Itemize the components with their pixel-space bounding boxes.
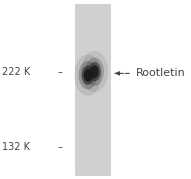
Ellipse shape [91, 65, 99, 78]
Text: Rootletin: Rootletin [136, 68, 185, 78]
Ellipse shape [81, 51, 108, 92]
FancyBboxPatch shape [75, 4, 109, 175]
Text: 222 K: 222 K [2, 67, 30, 77]
Ellipse shape [79, 61, 97, 89]
Ellipse shape [88, 62, 101, 81]
Ellipse shape [82, 66, 94, 85]
Text: 132 K: 132 K [2, 142, 30, 152]
Ellipse shape [86, 57, 104, 86]
Ellipse shape [84, 69, 92, 82]
Text: –: – [58, 142, 63, 152]
Ellipse shape [74, 55, 101, 96]
Text: –: – [58, 67, 63, 77]
